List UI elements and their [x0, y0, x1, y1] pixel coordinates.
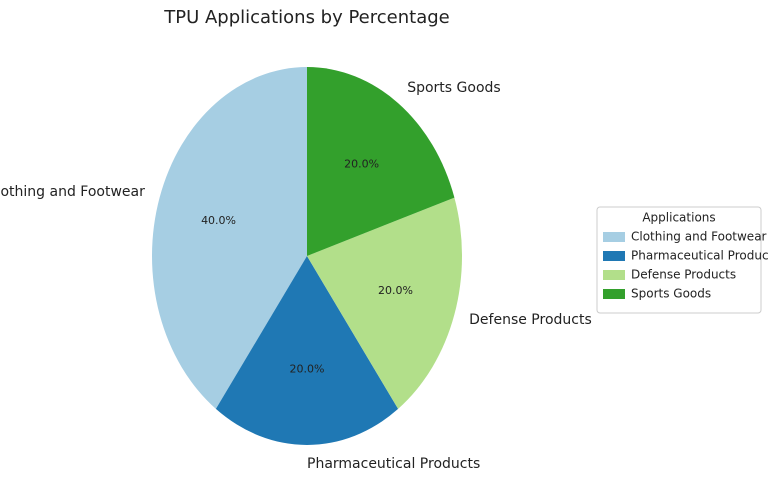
value-label: 40.0% — [201, 214, 236, 227]
pie-slice — [215, 256, 399, 445]
legend-title: Applications — [642, 211, 715, 225]
legend-box — [596, 206, 762, 314]
value-label: 20.0% — [290, 362, 325, 375]
pie-slice — [152, 67, 307, 409]
legend-label: Clothing and Footwear — [631, 230, 767, 244]
pie-slice — [307, 197, 462, 409]
value-label: 20.0% — [378, 284, 413, 297]
slice-label: Clothing and Footwear — [0, 184, 145, 200]
chart-title: TPU Applications by Percentage — [163, 7, 449, 28]
legend-label: Pharmaceutical Products — [631, 249, 768, 263]
pie-slice — [307, 67, 455, 256]
legend-swatch — [603, 251, 625, 261]
slice-label: Sports Goods — [407, 80, 501, 96]
legend-swatch — [603, 270, 625, 280]
slice-label: Pharmaceutical Products — [307, 456, 480, 472]
slice-label: Defense Products — [469, 312, 592, 328]
legend-label: Defense Products — [631, 268, 736, 282]
legend-swatch — [603, 289, 625, 299]
legend-swatch — [603, 232, 625, 242]
legend-label: Sports Goods — [631, 287, 711, 301]
value-label: 20.0% — [344, 157, 379, 170]
